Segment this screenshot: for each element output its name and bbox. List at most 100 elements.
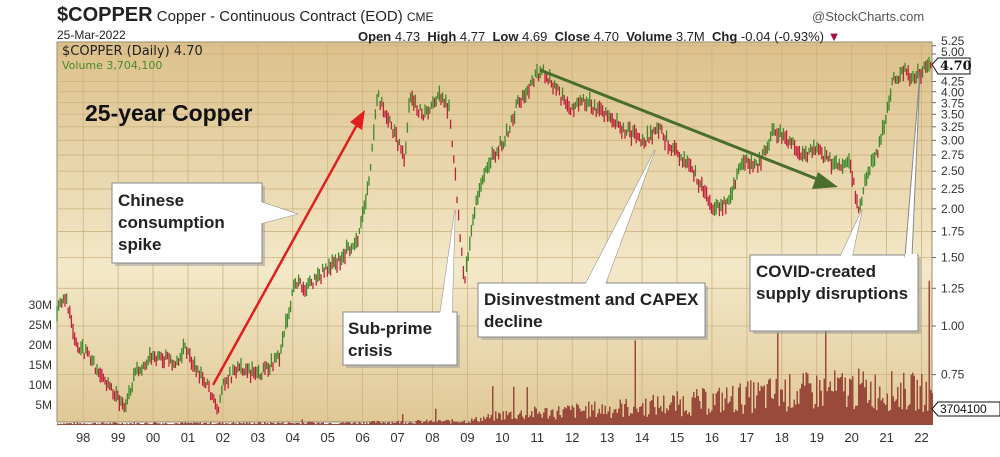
volume-bar bbox=[829, 381, 831, 425]
volume-tick-label: 10M bbox=[29, 378, 52, 392]
volume-bar bbox=[264, 422, 266, 425]
volume-bar bbox=[766, 384, 768, 425]
volume-bar bbox=[670, 402, 672, 425]
volume-bar bbox=[174, 423, 176, 425]
volume-bar bbox=[504, 419, 506, 425]
volume-bar bbox=[240, 423, 242, 425]
volume-bar bbox=[298, 423, 300, 425]
volume-bar bbox=[792, 407, 794, 425]
volume-bar bbox=[396, 421, 398, 425]
volume-bar bbox=[525, 415, 527, 425]
volume-bar bbox=[343, 423, 345, 425]
volume-bar bbox=[928, 280, 930, 425]
volume-bar bbox=[466, 422, 468, 425]
volume-bar bbox=[544, 408, 546, 425]
volume-bar bbox=[601, 404, 603, 425]
y-tick-label: 3.00 bbox=[941, 133, 965, 147]
volume-bar bbox=[651, 400, 653, 425]
volume-bar bbox=[652, 394, 654, 425]
volume-bar bbox=[732, 385, 734, 425]
volume-bar bbox=[787, 406, 789, 425]
volume-bar bbox=[421, 423, 423, 425]
volume-bar bbox=[307, 421, 309, 425]
volume-bar bbox=[189, 423, 191, 425]
volume-bar bbox=[471, 418, 473, 425]
volume-bar bbox=[844, 377, 846, 425]
volume-bar bbox=[505, 411, 507, 425]
volume-bar bbox=[921, 374, 923, 425]
volume-bar bbox=[823, 378, 825, 425]
volume-bar bbox=[76, 422, 78, 425]
volume-bar bbox=[753, 382, 755, 425]
volume-bar bbox=[604, 405, 606, 425]
volume-bar bbox=[637, 412, 639, 425]
volume-bar bbox=[348, 422, 350, 425]
volume-bar bbox=[892, 396, 894, 425]
volume-bar bbox=[883, 403, 885, 425]
volume-bar bbox=[372, 420, 374, 425]
volume-bar bbox=[783, 401, 785, 425]
volume-bar bbox=[459, 422, 461, 425]
volume-bar bbox=[724, 398, 726, 425]
volume-tick-label: 5M bbox=[35, 398, 52, 412]
volume-bar bbox=[133, 422, 135, 425]
volume-bar bbox=[814, 404, 816, 425]
volume-bar bbox=[472, 420, 474, 425]
volume-bar bbox=[147, 423, 149, 425]
volume-bar bbox=[433, 422, 435, 425]
volume-bar bbox=[484, 419, 486, 425]
volume-bar bbox=[826, 391, 828, 425]
volume-bar bbox=[474, 419, 476, 425]
volume-bar bbox=[483, 416, 485, 425]
volume-bar bbox=[132, 424, 134, 425]
volume-bar bbox=[333, 423, 335, 425]
volume-bar bbox=[801, 383, 803, 425]
volume-bar bbox=[315, 424, 317, 425]
x-tick-label: 20 bbox=[844, 430, 858, 445]
volume-bar bbox=[403, 423, 405, 425]
volume-bar bbox=[760, 385, 762, 425]
volume-bar bbox=[106, 423, 108, 425]
volume-bar bbox=[418, 420, 420, 425]
volume-bar bbox=[489, 418, 491, 425]
volume-bar bbox=[387, 422, 389, 425]
y-tick-label: 1.25 bbox=[941, 281, 965, 295]
x-tick-label: 16 bbox=[705, 430, 719, 445]
volume-bar bbox=[721, 392, 723, 425]
volume-bar bbox=[79, 423, 81, 425]
volume-bar bbox=[178, 424, 180, 425]
volume-bar bbox=[232, 422, 234, 425]
volume-bar bbox=[903, 372, 905, 425]
volume-bar bbox=[744, 404, 746, 425]
volume-bar bbox=[804, 385, 806, 425]
volume-bar bbox=[633, 406, 635, 425]
volume-bar bbox=[502, 411, 504, 425]
volume-bar bbox=[337, 423, 339, 425]
volume-bar bbox=[552, 409, 554, 425]
volume-bar bbox=[714, 405, 716, 425]
volume-bar bbox=[142, 424, 144, 425]
volume-bar bbox=[879, 386, 881, 425]
volume-bar bbox=[426, 419, 428, 425]
watermark: @StockCharts.com bbox=[812, 9, 925, 24]
volume-bar bbox=[228, 423, 230, 425]
x-tick-label: 03 bbox=[251, 430, 265, 445]
x-tick-label: 10 bbox=[495, 430, 509, 445]
volume-bar bbox=[447, 419, 449, 425]
volume-bar bbox=[867, 402, 869, 425]
volume-bar bbox=[862, 371, 864, 425]
x-tick-label: 14 bbox=[635, 430, 649, 445]
volume-bar bbox=[241, 423, 243, 425]
x-tick-label: 21 bbox=[879, 430, 893, 445]
annotation-chinese: Chinese consumption spike bbox=[118, 191, 225, 254]
volume-bar bbox=[907, 405, 909, 425]
volume-bar bbox=[537, 414, 539, 425]
volume-bar bbox=[355, 423, 357, 425]
volume-bar bbox=[726, 387, 728, 425]
volume-bar bbox=[181, 422, 183, 425]
volume-bar bbox=[358, 421, 360, 425]
volume-bar bbox=[438, 420, 440, 425]
volume-bar bbox=[627, 407, 629, 425]
volume-bar bbox=[612, 413, 614, 425]
volume-bar bbox=[526, 387, 528, 425]
